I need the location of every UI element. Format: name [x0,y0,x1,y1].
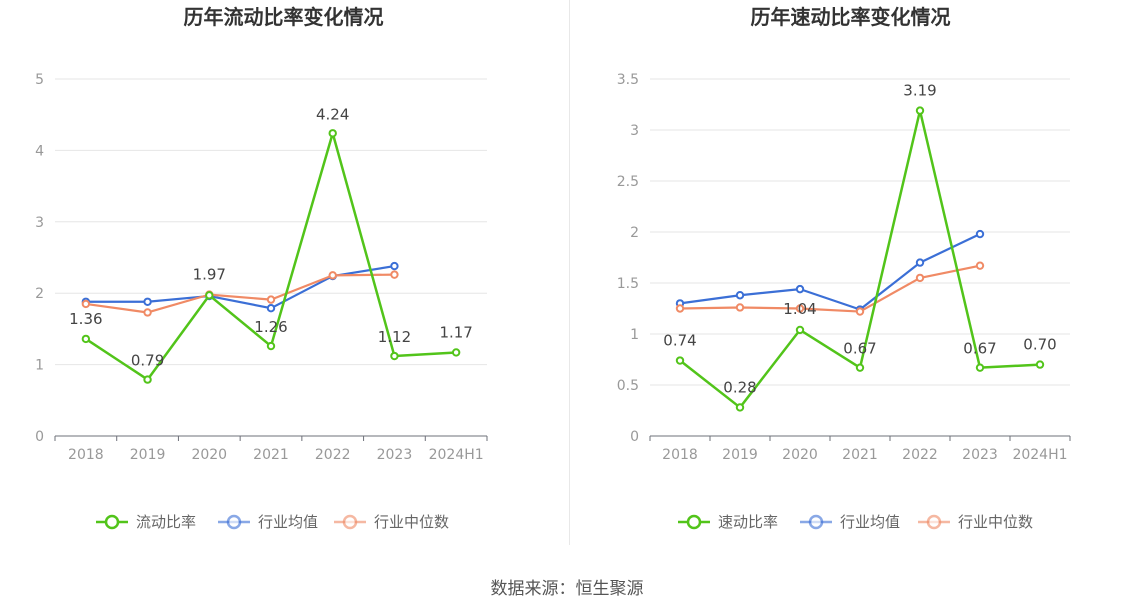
x-tick-label: 2024H1 [429,447,484,463]
legend-label: 行业中位数 [374,513,449,531]
x-tick-label: 2023 [377,447,413,463]
y-tick-label: 2 [35,286,44,302]
series-line-行业均值 [85,264,395,310]
data-point [143,297,152,306]
data-point [390,351,399,361]
x-tick-label: 2023 [962,447,998,463]
x-tick-label: 2020 [782,447,818,463]
data-label: 1.12 [378,328,411,346]
data-point [735,303,745,312]
data-label: 0.74 [663,332,696,350]
data-point [81,334,91,344]
data-point [915,258,925,267]
line-chart-quick-ratio: 0 0.5 1 1.5 2 2.5 3 3.5 2018 2019 2020 2021 2022 2023… [617,72,1071,531]
legend-label: 行业中位数 [958,513,1033,531]
data-label: 4.24 [316,105,349,123]
series-line-行业均值 [679,233,981,311]
data-point [735,403,745,412]
data-label: 0.28 [723,378,756,396]
y-tick-label: 1.5 [617,276,639,292]
y-tick-label: 1 [35,358,44,374]
data-point [975,261,985,270]
legend-marker [104,514,120,530]
y-tick-label: 1 [630,327,639,343]
chart-panel-current-ratio: 历年流动比率变化情况 0 1 2 3 4 5 2018 2019 2020 2021 2022 202… [0,0,567,560]
legend-marker [926,514,942,530]
data-point [975,363,985,372]
data-point [451,348,461,357]
y-tick-label: 0 [630,429,639,445]
x-tick-label: 2018 [68,447,104,463]
data-point [143,308,152,317]
data-point [390,261,399,271]
data-point [328,129,337,138]
chart-title: 历年速动比率变化情况 [750,5,951,29]
data-point [266,341,276,351]
data-point [855,307,865,316]
data-point [915,106,925,115]
data-point [328,271,337,280]
chart-panel-quick-ratio: 历年速动比率变化情况 0 0.5 1 1.5 2 2.5 3 3.5 2018 2019 2020 2… [567,0,1134,560]
chart-title: 历年流动比率变化情况 [183,5,384,29]
data-label: 1.04 [783,300,816,318]
y-tick-label: 2.5 [617,174,639,190]
legend-label: 流动比率 [136,513,196,531]
y-tick-label: 4 [35,143,44,159]
y-tick-label: 3.5 [617,72,639,88]
data-point [735,291,745,300]
x-tick-label: 2022 [315,447,351,463]
legend-marker [808,514,824,530]
x-tick-label: 2019 [130,447,166,463]
series-line-行业中位数 [85,273,395,314]
line-chart-current-ratio: 0 1 2 3 4 5 2018 2019 2020 2021 2022 2023 2024H1 1.36… [35,72,488,531]
data-point [855,363,865,372]
legend-marker [686,514,702,530]
data-label: 0.67 [843,340,876,358]
data-point [81,299,91,309]
series-line-速动比率 [679,109,1041,409]
y-tick-label: 3 [630,123,639,139]
data-label: 0.70 [1023,336,1056,354]
data-point [143,375,152,384]
panel-divider [569,0,570,545]
data-point [1035,360,1045,369]
data-point [975,229,985,239]
y-tick-label: 2 [630,225,639,241]
legend-label: 速动比率 [718,513,778,531]
data-point [795,284,805,294]
legend-label: 行业均值 [258,513,318,531]
legend-label: 行业均值 [840,513,900,531]
y-tick-label: 0 [35,429,44,445]
data-label: 1.26 [254,318,287,336]
y-tick-label: 3 [35,215,44,231]
data-point [915,273,925,283]
data-point [795,304,805,313]
data-source-note: 数据来源：恒生聚源 [490,579,644,599]
series-line-行业中位数 [679,264,981,313]
x-tick-label: 2021 [253,447,289,463]
data-point [266,303,276,313]
data-point [205,291,214,300]
x-tick-label: 2021 [842,447,878,463]
x-tick-label: 2022 [902,447,938,463]
x-tick-label: 2018 [662,447,698,463]
legend-marker [226,514,242,530]
legend-marker [342,514,358,530]
data-label: 0.67 [963,340,996,358]
data-point [795,325,805,335]
data-label: 1.17 [439,323,472,341]
data-label: 0.79 [131,352,164,370]
data-point [266,295,276,304]
x-tick-label: 2019 [722,447,758,463]
x-tick-label: 2020 [191,447,227,463]
data-label: 1.97 [193,265,226,283]
data-point [390,270,399,279]
y-tick-label: 5 [35,72,44,88]
data-label: 3.19 [903,82,936,100]
data-label: 1.36 [69,310,102,328]
y-tick-label: 0.5 [617,378,639,394]
data-point [675,304,685,313]
data-point [675,356,685,365]
x-tick-label: 2024H1 [1012,447,1067,463]
